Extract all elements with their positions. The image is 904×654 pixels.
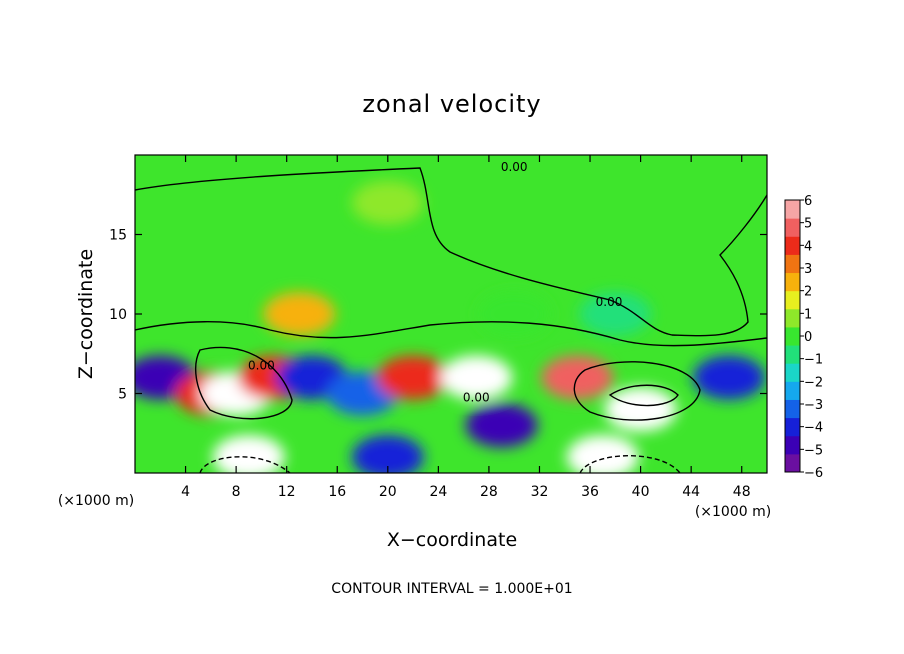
velocity-field: 0.00 0.00 0.00 0.00 <box>135 155 767 473</box>
field-blobs <box>135 180 766 473</box>
colorbar-segment-13 <box>785 218 800 237</box>
x-tick-label-8: 36 <box>581 484 599 500</box>
colorbar-segment-10 <box>785 272 800 292</box>
x-tick-label-7: 32 <box>531 484 549 500</box>
colorbar-segment-11 <box>785 254 800 274</box>
colorbar-segment-9 <box>785 290 800 310</box>
field-background <box>135 155 767 473</box>
y-axis-label: Z−coordinate <box>75 249 97 379</box>
chart-title: zonal velocity <box>362 90 541 118</box>
contour-label-1: 0.00 <box>596 295 623 309</box>
field-cell-16 <box>212 435 285 473</box>
field-cell-14 <box>604 387 677 432</box>
colorbar-segment-4 <box>785 381 800 400</box>
contour-upper-zero <box>135 167 767 337</box>
colorbar-label-1: 5 <box>804 217 812 232</box>
colorbar-label-6: 0 <box>804 330 812 345</box>
colorbar-segment-6 <box>785 345 800 364</box>
field-cell-2 <box>478 292 551 336</box>
field-cell-18 <box>351 435 424 473</box>
contour-lines <box>135 167 767 473</box>
contour-bottom-right <box>579 455 681 473</box>
x-axis-unit-right: (×1000 m) <box>695 504 771 520</box>
field-cell-1 <box>263 292 336 336</box>
colorbar-label-4: 2 <box>804 285 812 300</box>
x-tick-label-5: 24 <box>429 484 447 500</box>
colorbar-segment-12 <box>785 236 800 255</box>
colorbar-segment-5 <box>785 363 800 382</box>
x-tick-label-10: 44 <box>682 484 700 500</box>
colorbar-label-0: 6 <box>804 194 812 209</box>
x-tick-label-9: 40 <box>632 484 650 500</box>
colorbar-label-9: −3 <box>804 398 823 413</box>
colorbar: 6 5 4 3 2 1 0 −1 −2 −3 −4 −5 −6 <box>784 194 823 481</box>
colorbar-label-2: 4 <box>804 239 812 254</box>
field-cell-17 <box>566 435 639 473</box>
colorbar-label-5: 1 <box>804 307 812 322</box>
x-tick-label-3: 16 <box>328 484 346 500</box>
colorbar-label-8: −2 <box>804 375 823 390</box>
x-tick-label-0: 4 <box>181 484 190 500</box>
x-tick-label-4: 20 <box>379 484 397 500</box>
colorbar-label-11: −5 <box>804 443 823 458</box>
colorbar-segment-7 <box>785 326 800 346</box>
contour-label-2: 0.00 <box>248 359 275 373</box>
y-tick-label-2: 15 <box>109 228 127 244</box>
x-axis-unit-left: (×1000 m) <box>58 493 134 509</box>
contour-left-eddy <box>195 346 293 420</box>
y-tick-label-1: 10 <box>109 307 127 323</box>
x-axis-ticks: 4 8 12 16 20 24 28 32 36 40 44 48 <box>181 155 751 500</box>
field-cell-3 <box>579 292 652 336</box>
contour-core-2 <box>573 361 701 421</box>
y-tick-label-0: 5 <box>118 387 127 403</box>
contour-label-0: 0.00 <box>501 160 528 174</box>
colorbar-segment-8 <box>785 308 800 328</box>
field-cell-0 <box>351 180 424 225</box>
colorbar-segment-3 <box>785 399 800 419</box>
field-cell-11 <box>440 355 513 400</box>
contour-bottom-left <box>199 456 291 473</box>
x-tick-label-2: 12 <box>278 484 296 500</box>
colorbar-label-7: −1 <box>804 353 823 368</box>
contour-core-1 <box>608 384 679 407</box>
x-tick-label-11: 48 <box>733 484 751 500</box>
colorbar-segment-1 <box>785 435 800 455</box>
field-cell-10 <box>377 355 450 400</box>
contour-lower-zero <box>135 321 767 347</box>
x-tick-label-1: 8 <box>232 484 241 500</box>
colorbar-label-3: 3 <box>804 262 812 277</box>
y-axis-ticks: 5 10 15 <box>109 228 767 403</box>
colorbar-segment-14 <box>785 200 800 219</box>
contour-interval-note: CONTOUR INTERVAL = 1.000E+01 <box>331 581 572 597</box>
x-tick-label-6: 28 <box>480 484 498 500</box>
colorbar-label-12: −6 <box>804 466 823 481</box>
colorbar-segment-0 <box>785 453 800 473</box>
colorbar-label-10: −4 <box>804 421 823 436</box>
field-cell-15 <box>693 355 766 400</box>
field-cell-12 <box>465 403 538 448</box>
contour-label-3: 0.00 <box>463 390 490 404</box>
colorbar-segment-2 <box>785 417 800 437</box>
contour-labels: 0.00 0.00 0.00 0.00 <box>248 160 622 405</box>
x-axis-label: X−coordinate <box>387 529 517 551</box>
